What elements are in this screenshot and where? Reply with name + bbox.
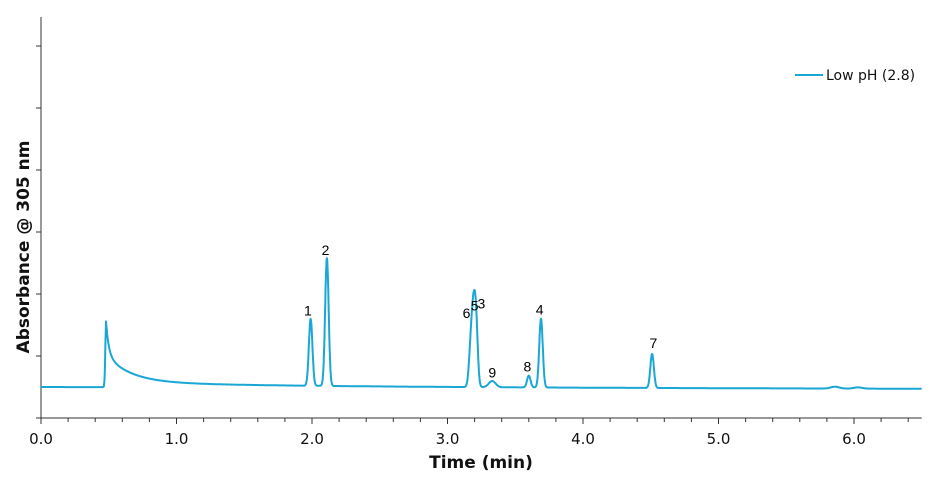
peak-label-8: 8 xyxy=(524,358,532,374)
axes: 0.0 1.0 2.0 3.0 4.0 5.0 6.0 xyxy=(29,17,922,448)
peak-label-1: 1 xyxy=(304,303,312,319)
x-tick-label: 5.0 xyxy=(707,430,731,448)
peak-label-5: 5 xyxy=(471,298,479,314)
x-tick-label: 0.0 xyxy=(29,430,53,448)
peak-label-4: 4 xyxy=(536,301,544,317)
series-line-low-ph xyxy=(40,257,923,390)
legend-label: Low pH (2.8) xyxy=(826,68,915,84)
legend: Low pH (2.8) xyxy=(795,68,915,84)
peak-label-2: 2 xyxy=(322,242,330,258)
x-axis-title: Time (min) xyxy=(429,453,533,473)
x-tick-label: 2.0 xyxy=(300,430,324,448)
peak-label-9: 9 xyxy=(488,365,496,381)
x-tick-label: 4.0 xyxy=(571,430,595,448)
peak-labels: 1 2 6 53 9 8 4 7 xyxy=(304,242,658,381)
x-tick-label: 1.0 xyxy=(165,430,189,448)
peak-label-3: 3 xyxy=(477,296,485,312)
peak-label-6: 6 xyxy=(463,305,471,321)
x-tick-label: 6.0 xyxy=(842,430,866,448)
y-axis-title: Absorbance @ 305 nm xyxy=(14,141,34,354)
peak-label-7: 7 xyxy=(650,335,658,351)
x-tick-label: 3.0 xyxy=(436,430,460,448)
